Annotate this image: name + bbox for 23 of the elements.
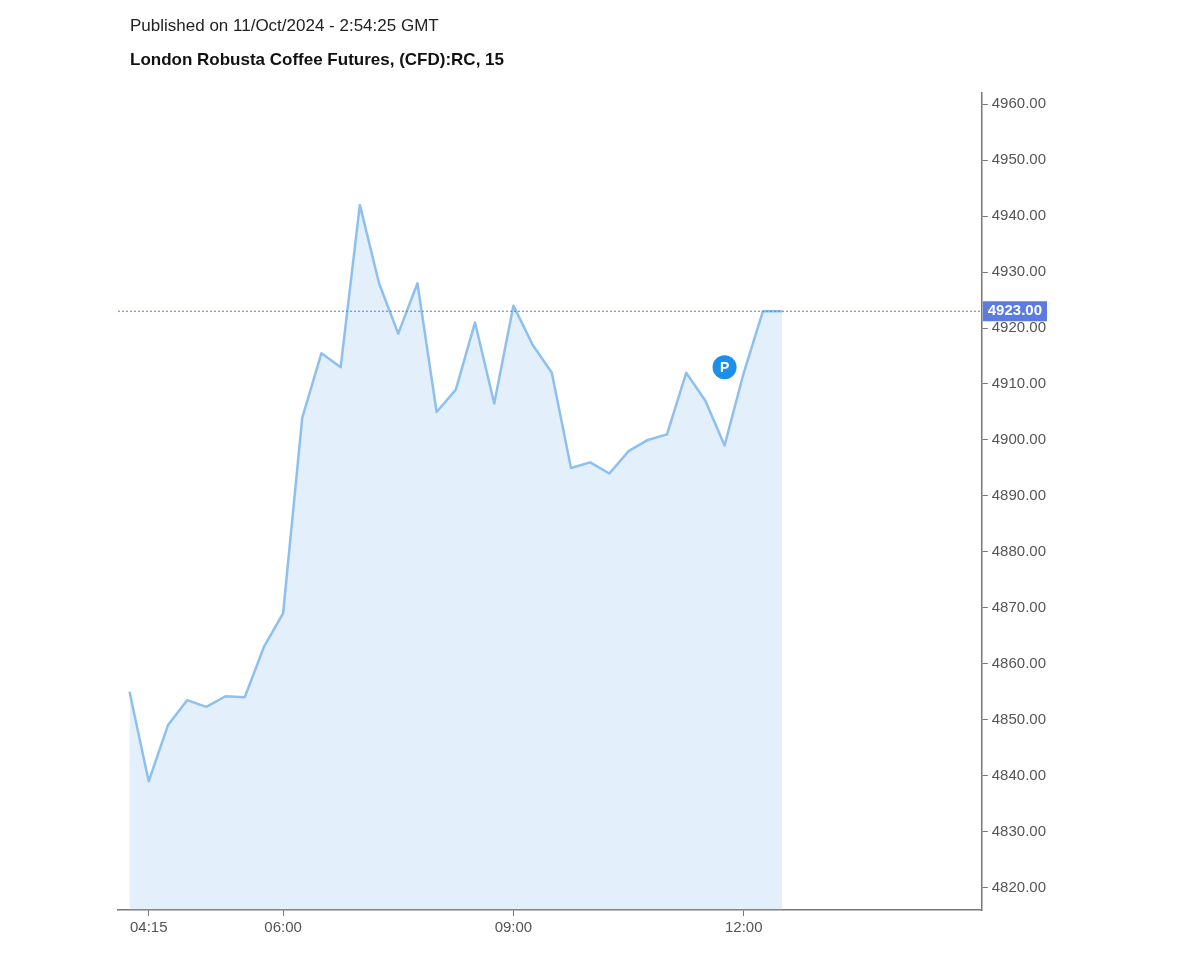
y-tick-label: 4850.00 (991, 709, 1047, 727)
y-tick-label: 4920.00 (991, 318, 1047, 336)
y-tick-label: 4880.00 (991, 542, 1047, 559)
y-tick-label: 4870.00 (991, 597, 1047, 615)
y-tick-label: 4910.00 (991, 374, 1047, 392)
ref-line-label: 4923.00 (987, 301, 1043, 319)
y-tick-label: 4860.00 (991, 653, 1047, 671)
y-tick-label: 4900.00 (991, 430, 1047, 448)
annotation: P (719, 359, 730, 376)
y-tick-label: 4950.00 (991, 150, 1047, 168)
y-tick-label: 4890.00 (991, 486, 1047, 504)
y-tick-label: 4840.00 (991, 765, 1047, 783)
x-tick-label: 04:15 (129, 918, 168, 936)
y-tick-label: 4960.00 (991, 94, 1047, 112)
chart-title: London Robusta Coffee Futures, (CFD):RC, 15 (130, 50, 504, 70)
y-tick-label: 4940.00 (991, 206, 1047, 224)
y-tick-label: 4930.00 (991, 262, 1047, 280)
y-tick-label: 4830.00 (991, 821, 1047, 839)
x-tick-label: 06:00 (264, 918, 302, 936)
x-tick-label: 09:00 (494, 918, 533, 936)
x-tick-label: 12:00 (724, 918, 763, 936)
chart-subtitle: Published on 11/Oct/2024 - 2:54:25 GMT (130, 16, 439, 36)
y-tick-label: 4820.00 (991, 877, 1047, 895)
